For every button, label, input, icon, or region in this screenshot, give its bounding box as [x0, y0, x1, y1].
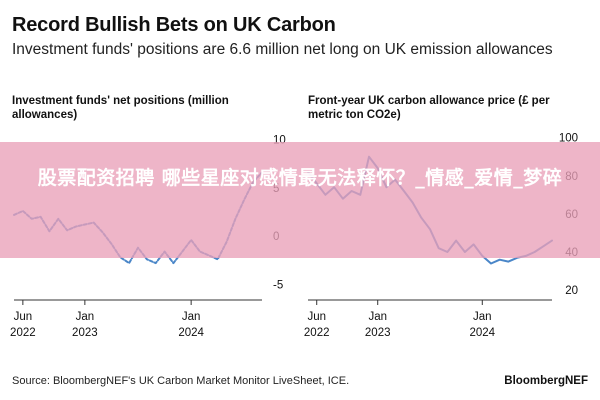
overlay-banner-text: 股票配资招聘 哪些星座对感情最无法释怀？_情感_爱情_梦碎 [37, 167, 563, 189]
x-tick-label: 2023 [72, 327, 98, 339]
x-tick-label: 2024 [178, 327, 204, 339]
right-panel-title: Front-year UK carbon allowance price (£ … [308, 95, 550, 121]
x-tick-label: Jan [473, 311, 492, 323]
x-tick-label: Jan [368, 311, 387, 323]
x-tick-label: 2023 [365, 327, 391, 339]
y-tick-label: 100 [559, 133, 578, 145]
chart-subtitle: Investment funds' positions are 6.6 mill… [12, 41, 553, 58]
source-note: Source: BloombergNEF's UK Carbon Market … [12, 375, 350, 387]
x-tick-label: 2024 [469, 327, 495, 339]
x-tick-label: Jan [182, 311, 201, 323]
chart-title: Record Bullish Bets on UK Carbon [12, 14, 336, 36]
x-tick-label: 2022 [304, 327, 330, 339]
overlay-banner [0, 142, 600, 258]
left-panel-title: Investment funds' net positions (million… [12, 95, 229, 121]
x-tick-label: 2022 [10, 327, 36, 339]
x-tick-label: Jun [14, 311, 33, 323]
brand-logo: BloombergNEF [504, 375, 588, 387]
x-tick-label: Jun [307, 311, 326, 323]
y-tick-label: 20 [565, 285, 578, 297]
y-tick-label: -5 [273, 279, 283, 291]
x-tick-label: Jan [76, 311, 95, 323]
